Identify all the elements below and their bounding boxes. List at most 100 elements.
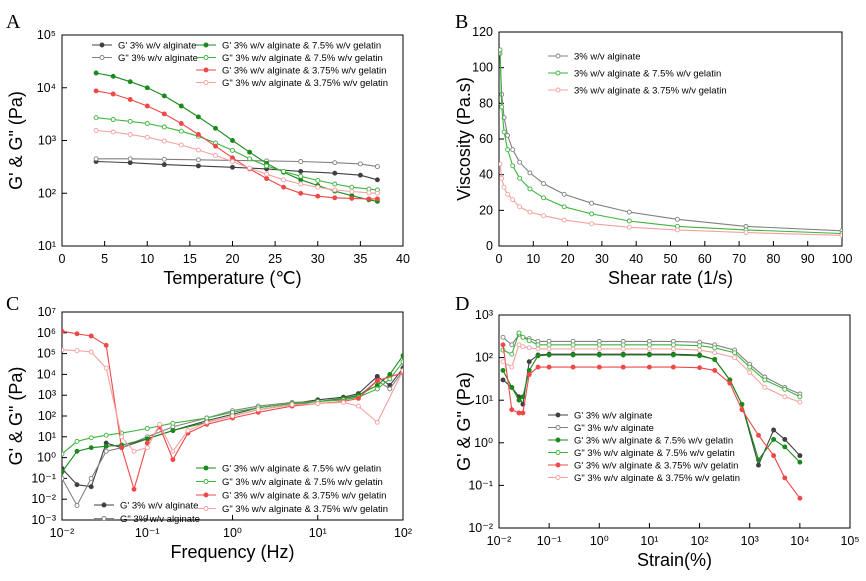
data-point (400, 359, 403, 365)
data-point (374, 190, 380, 196)
legend-marker (99, 42, 105, 48)
data-point (74, 503, 80, 508)
data-point (596, 352, 602, 358)
data-point (374, 196, 380, 202)
data-point (204, 415, 210, 421)
legend-marker (555, 437, 561, 443)
legend-item: G" 3% w/v alginate & 3.75% w/v gelatin (196, 504, 388, 515)
data-point (527, 186, 533, 192)
data-point (509, 342, 515, 348)
data-point (357, 161, 363, 167)
x-tick-label: 10⁰ (590, 534, 609, 548)
data-point (570, 346, 576, 352)
plot-frame (498, 31, 843, 247)
data-point (298, 190, 304, 196)
data-point (366, 196, 372, 202)
series-line (62, 349, 403, 453)
data-point (670, 364, 676, 370)
data-point (264, 171, 270, 177)
data-point (500, 359, 506, 365)
data-point (127, 160, 133, 166)
legend-marker (203, 67, 209, 73)
legend-marker (555, 70, 561, 76)
data-point (230, 164, 235, 170)
data-point (546, 352, 552, 358)
data-point (535, 353, 541, 359)
data-point (400, 368, 403, 374)
data-point (230, 159, 235, 164)
y-tick-label: 10⁰ (37, 451, 56, 465)
data-point (298, 159, 304, 164)
data-point (374, 386, 380, 392)
data-point (93, 128, 99, 133)
data-point (178, 121, 184, 126)
data-point (520, 410, 526, 416)
legend-marker (203, 465, 209, 471)
data-point (626, 224, 632, 230)
data-point (144, 103, 150, 109)
data-point (144, 121, 150, 126)
data-point (520, 394, 526, 400)
legend-label: 3% w/v alginate (574, 52, 641, 63)
x-tick-label: 10 (140, 252, 154, 266)
data-point (697, 353, 703, 359)
data-point (110, 73, 116, 79)
y-tick-label: 10² (38, 409, 56, 423)
data-point (161, 124, 167, 130)
data-point (762, 377, 768, 383)
data-point (509, 351, 515, 357)
data-point (509, 407, 515, 413)
x-tick-label: 10⁰ (223, 526, 242, 540)
legend-marker (99, 55, 105, 60)
x-tick-label: 60 (698, 252, 712, 266)
y-tick-label: 10⁻¹ (31, 471, 56, 485)
legend-marker (555, 462, 561, 468)
data-point (771, 427, 777, 433)
plot-frame (498, 314, 851, 529)
legend-marker (203, 80, 209, 85)
data-point (570, 352, 576, 358)
legend-marker (203, 492, 209, 498)
data-point (782, 436, 788, 442)
data-point (782, 444, 788, 450)
x-tick-label: 35 (353, 252, 367, 266)
data-point (697, 347, 703, 353)
data-point (247, 165, 253, 171)
data-point (596, 342, 602, 348)
data-point (144, 445, 150, 451)
data-point (510, 197, 516, 203)
data-point (756, 432, 761, 438)
y-tick-label: 10³ (38, 134, 56, 148)
data-point (500, 342, 506, 348)
x-tick-label: 20 (226, 252, 240, 266)
data-point (185, 428, 191, 433)
data-point (670, 346, 676, 352)
x-tick-label: 100 (832, 252, 853, 266)
panel-letter: A (6, 11, 21, 33)
legend-label: G' 3% w/v alginate & 3.75% w/v gelatin (222, 66, 386, 77)
legend-item: G" 3% w/v alginate (92, 53, 198, 64)
data-point (62, 347, 65, 353)
data-point (674, 227, 680, 233)
data-point (797, 495, 803, 501)
x-tick-label: 30 (311, 252, 325, 266)
data-point (110, 117, 116, 122)
y-tick-label: 10⁴ (37, 81, 56, 95)
data-point (264, 163, 270, 169)
data-point (541, 213, 547, 219)
data-point (298, 168, 304, 174)
y-axis-title: G' & G" (Pa) (6, 367, 26, 466)
x-tick-label: 5 (101, 252, 108, 266)
series-line (499, 49, 842, 235)
series-4 (500, 342, 803, 501)
data-point (541, 181, 547, 187)
x-tick-label: 10² (394, 526, 412, 540)
legend-marker (203, 42, 209, 48)
series-1 (500, 331, 803, 397)
legend-label: G" 3% w/v alginate & 3.75% w/v gelatin (222, 504, 388, 515)
data-point (771, 453, 777, 459)
series-2 (500, 352, 803, 465)
data-point (374, 177, 380, 183)
data-point (527, 209, 533, 215)
